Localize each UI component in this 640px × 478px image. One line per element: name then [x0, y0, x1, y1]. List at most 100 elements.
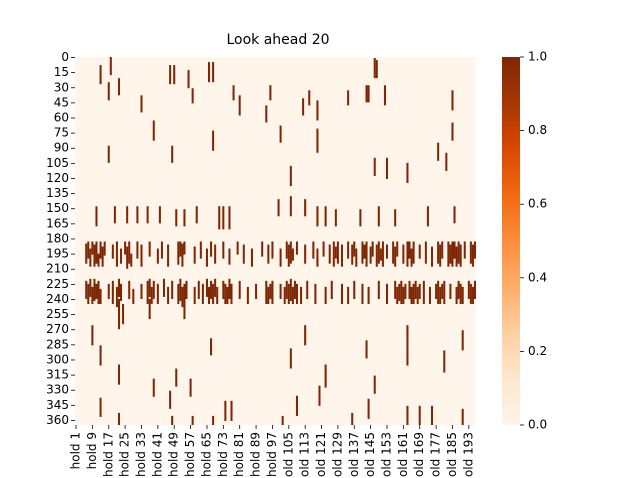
y-tick-label: 135	[46, 186, 69, 200]
colorbar-tick-label: 0.4	[528, 270, 547, 284]
heatmap-cell	[93, 244, 96, 267]
heatmap-cell	[279, 125, 282, 143]
heatmap-cell	[179, 241, 182, 257]
heatmap-cell	[218, 206, 221, 230]
x-tick-label: hold 153	[380, 432, 394, 478]
heatmap-cell	[267, 244, 270, 264]
heatmap-cell	[316, 128, 319, 153]
heatmap-cell	[334, 246, 337, 259]
heatmap-cell	[261, 241, 264, 257]
chart-title: Look ahead 20	[226, 32, 329, 48]
heatmap-cell	[269, 85, 272, 101]
heatmap-cell	[117, 278, 121, 297]
x-tick-label: hold 177	[429, 432, 443, 478]
heatmap-cell	[377, 206, 380, 227]
heatmap-cell	[287, 244, 290, 267]
heatmap-cell	[373, 375, 376, 394]
heatmap-cell	[304, 325, 307, 346]
x-tick-label: hold 65	[199, 432, 213, 477]
heatmap-cell	[210, 338, 213, 356]
heatmap-cell	[381, 241, 384, 267]
heatmap-cell	[175, 209, 178, 227]
heatmap-cell	[191, 415, 194, 425]
heatmap-cell	[443, 280, 446, 305]
x-tick-label: hold 25	[118, 432, 132, 477]
heatmap-cell	[197, 280, 200, 299]
y-tick-label: 315	[46, 368, 69, 382]
x-tick-label: hold 193	[461, 432, 475, 478]
heatmap-cell	[394, 280, 397, 299]
heatmap-cell	[347, 90, 350, 106]
heatmap-cell	[132, 288, 135, 305]
y-tick-label: 180	[46, 231, 69, 245]
heatmap-cell	[152, 280, 155, 299]
y-tick-label: 120	[46, 171, 69, 185]
heatmap-cell	[160, 241, 163, 259]
heatmap-cell	[304, 244, 307, 264]
heatmap-cell	[214, 278, 217, 297]
heatmap-cell	[171, 145, 174, 163]
heatmap-cell	[295, 395, 299, 416]
heatmap-cell	[404, 283, 407, 299]
heatmap-cell	[289, 196, 292, 217]
heatmap-cell	[328, 244, 331, 264]
heatmap-cell	[224, 400, 227, 421]
y-tick-label: 0	[61, 50, 69, 64]
heatmap-cell	[289, 241, 292, 264]
x-tick-label: hold 89	[249, 432, 263, 477]
heatmap-cell	[175, 368, 178, 387]
y-tick-label: 165	[46, 216, 69, 230]
y-tick-label: 150	[46, 201, 69, 215]
heatmap-cell	[238, 280, 241, 299]
x-tick-label: hold 185	[445, 432, 459, 478]
heatmap-cell	[87, 283, 90, 305]
x-tick-label: hold 57	[183, 432, 197, 477]
heatmap-cell	[449, 283, 452, 299]
heatmap-cell	[120, 283, 123, 301]
heatmap-cell	[473, 280, 476, 299]
heatmap-cell	[212, 62, 215, 83]
heatmap-cell	[449, 244, 452, 264]
heatmap-cell	[212, 283, 215, 305]
x-tick-label: hold 49	[167, 432, 181, 477]
heatmap-cell	[89, 278, 92, 297]
heatmap-cell	[148, 298, 151, 320]
colorbar-tick-label: 0.8	[528, 123, 547, 137]
heatmap-cell	[167, 244, 170, 267]
heatmap-cell	[117, 78, 121, 96]
heatmap-cell	[300, 286, 303, 305]
heatmap-cell	[347, 286, 350, 305]
heatmap-cell	[430, 405, 434, 425]
heatmap-cell	[140, 244, 143, 267]
heatmap-cell	[289, 348, 292, 369]
heatmap-cell	[416, 286, 419, 305]
heatmap-cell	[422, 280, 425, 305]
heatmap-cell	[410, 248, 413, 267]
heatmap-cell	[85, 280, 88, 299]
heatmap-cell	[377, 280, 380, 299]
heatmap-cell	[447, 241, 450, 267]
heatmap-cell	[113, 206, 116, 224]
heatmap-cell	[146, 280, 149, 305]
heatmap-cell	[193, 286, 196, 305]
y-tick-label: 360	[46, 413, 69, 427]
heatmap-cell	[324, 206, 327, 227]
heatmap-cell	[322, 241, 325, 257]
heatmap-cell	[122, 304, 125, 325]
heatmap-cell	[289, 165, 292, 187]
heatmap-cell	[169, 65, 172, 85]
heatmap-cell	[111, 244, 114, 259]
colorbar-tick-label: 0.2	[528, 344, 547, 358]
heatmap-cell	[89, 248, 92, 267]
heatmap-cell	[224, 283, 227, 305]
heatmap-cell	[85, 243, 88, 264]
heatmap-cell	[191, 88, 194, 104]
heatmap-cell	[150, 286, 153, 305]
heatmap-cell	[216, 286, 219, 305]
heatmap-cell	[181, 286, 184, 308]
heatmap-cell	[97, 280, 100, 305]
heatmap-cell	[230, 283, 233, 305]
heatmap-cell	[271, 280, 274, 305]
heatmap-cell	[383, 85, 386, 106]
heatmap-cell	[412, 241, 415, 264]
